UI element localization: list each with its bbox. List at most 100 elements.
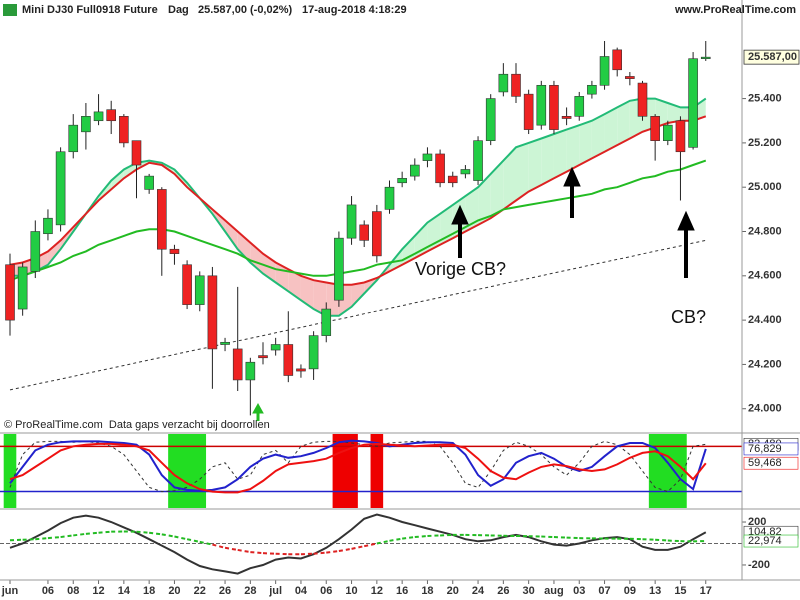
- candle-body: [5, 264, 15, 321]
- candle-body: [700, 56, 711, 60]
- x-tick-label: 18: [421, 585, 433, 597]
- x-tick-label: 24: [472, 585, 485, 597]
- y-tick-label: 200: [748, 516, 766, 528]
- cloud-segment: [553, 129, 567, 179]
- x-tick-label: 03: [573, 585, 585, 597]
- signal-segment: [35, 537, 49, 541]
- cloud-segment: [250, 242, 263, 274]
- cloud-segment: [591, 114, 605, 159]
- candle-body: [688, 58, 698, 148]
- signal-segment: [275, 552, 289, 556]
- candle-body: [81, 116, 91, 133]
- cloud-segment: [225, 220, 238, 250]
- value-label-box: [743, 534, 799, 548]
- x-tick-label: 08: [67, 585, 79, 597]
- price-label-box: [743, 49, 800, 65]
- candle-body: [169, 248, 180, 254]
- signal-segment: [73, 532, 87, 537]
- cloud-segment: [237, 231, 251, 263]
- candle-body: [43, 217, 53, 235]
- price-label: 25.587,00: [748, 51, 797, 63]
- signal-highlight: [648, 434, 687, 508]
- candle-body: [447, 175, 458, 184]
- candle-body: [182, 264, 192, 305]
- y-tick-label: 24.600: [748, 270, 782, 282]
- signal-highlight: [332, 434, 358, 508]
- signal-segment: [85, 531, 99, 535]
- candle-body: [245, 361, 256, 381]
- cloud-segment: [667, 103, 681, 123]
- candle-body: [270, 344, 281, 351]
- candle-body: [119, 116, 129, 144]
- candle-body: [258, 355, 268, 359]
- x-tick-label: 26: [219, 585, 231, 597]
- signal-segment: [414, 534, 428, 539]
- candle-body: [144, 175, 154, 190]
- candle-body: [157, 189, 167, 250]
- value-label-box: [743, 456, 799, 470]
- cloud-segment: [541, 134, 554, 185]
- x-tick-label: 16: [396, 585, 408, 597]
- candle-body: [612, 49, 623, 71]
- series-line: [9, 440, 706, 493]
- candle-body: [372, 211, 382, 257]
- candle-body: [662, 124, 673, 141]
- y-tick-label: 24.800: [748, 225, 782, 237]
- annotation: Vorige CB?: [415, 259, 506, 279]
- candle-body: [384, 186, 395, 210]
- signal-segment: [389, 537, 403, 542]
- candle-body: [625, 76, 635, 79]
- candle-body: [17, 266, 28, 310]
- x-tick-label: 10: [345, 585, 357, 597]
- cloud-segment: [351, 282, 365, 307]
- candle-body: [637, 82, 648, 117]
- cloud-segment: [566, 125, 580, 172]
- series-line: [9, 115, 707, 286]
- candle-body: [511, 73, 521, 97]
- candle-body: [194, 275, 205, 305]
- candle-body: [574, 96, 585, 117]
- signal-segment: [98, 530, 112, 534]
- signal-segment: [174, 535, 188, 541]
- cloud-segment: [111, 169, 124, 190]
- instrument-title: Mini DJ30 Full0918 Future: [22, 4, 158, 16]
- candle-body: [675, 120, 686, 153]
- signal-segment: [199, 540, 213, 546]
- annotation-arrows: [451, 166, 695, 278]
- x-tick-label: 06: [320, 585, 332, 597]
- x-tick-label: 09: [624, 585, 636, 597]
- signal-segment: [262, 552, 276, 555]
- x-tick-label: 12: [92, 585, 104, 597]
- y-tick-label: 24.400: [748, 314, 782, 326]
- signal-segment: [351, 545, 365, 550]
- signal-segment: [47, 536, 61, 540]
- x-tick-label: 22: [194, 585, 206, 597]
- x-tick-label: 14: [118, 585, 131, 597]
- arrow-head: [563, 166, 581, 187]
- x-tick-label: 26: [497, 585, 509, 597]
- x-tick-label: 20: [168, 585, 180, 597]
- signal-segment: [553, 536, 567, 539]
- cloud-segment: [490, 160, 504, 219]
- series-line: [9, 513, 707, 575]
- candle-body: [106, 109, 116, 122]
- signal-segment: [212, 543, 226, 549]
- candle-body: [473, 140, 483, 181]
- signal-segment: [427, 534, 441, 537]
- candle-body: [422, 153, 433, 161]
- signal-segment: [300, 552, 314, 556]
- signal-segment: [655, 538, 668, 542]
- signal-segment: [22, 538, 36, 541]
- candle-body: [283, 344, 294, 376]
- cloud-segment: [402, 235, 415, 265]
- footer-note: © ProRealTime.com Data gaps verzacht bij…: [4, 419, 270, 431]
- cloud-segment: [503, 147, 516, 210]
- cloud-segment: [617, 100, 630, 146]
- candle-body: [334, 237, 344, 301]
- cloud-segment: [313, 280, 327, 316]
- signal-segment: [326, 550, 340, 554]
- series-line: [9, 239, 706, 391]
- y-tick-label: 24.200: [748, 358, 782, 370]
- candle-body: [397, 178, 407, 184]
